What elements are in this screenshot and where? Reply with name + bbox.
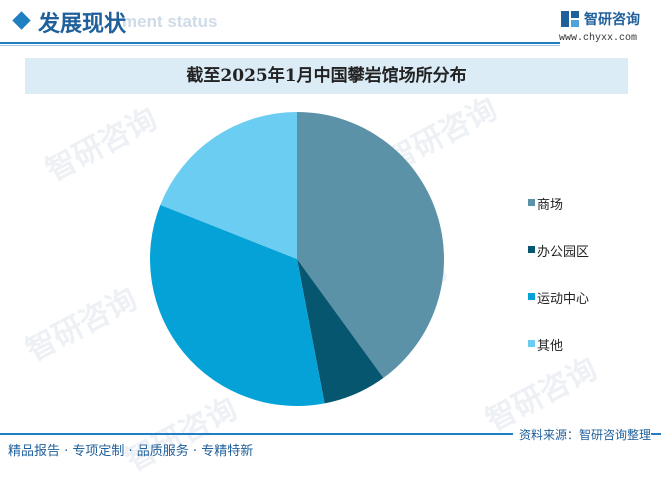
- legend-item: 办公园区: [528, 240, 628, 260]
- brand-url: www.chyxx.com: [559, 33, 638, 44]
- page-title: 发展现状: [38, 12, 127, 37]
- pie-slice: [297, 259, 384, 404]
- chart-title: 截至2025年1月中国攀岩馆场所分布: [186, 66, 467, 86]
- legend-label: 其他: [537, 339, 564, 354]
- footer-tagline: 精品报告 · 专项定制 · 品质服务 · 专精特新: [8, 444, 254, 459]
- legend-swatch: [528, 246, 535, 253]
- legend-label: 商场: [537, 198, 564, 213]
- legend-item: 商场: [528, 193, 628, 213]
- header-ghost-subtitle: ment status: [122, 12, 218, 31]
- legend-swatch: [528, 199, 535, 206]
- legend-label: 办公园区: [537, 245, 590, 260]
- legend-swatch: [528, 293, 535, 300]
- header-divider: [0, 42, 560, 44]
- pie-chart: [150, 111, 444, 407]
- brand-name: 智研咨询: [584, 12, 640, 28]
- source-note: 资料来源：智研咨询整理: [512, 426, 651, 443]
- legend-swatch: [528, 340, 535, 347]
- header: ment status 发展现状 智研咨询 www.chyxx.com: [0, 0, 661, 46]
- pie-slice: [160, 111, 297, 259]
- legend-item: 运动中心: [528, 287, 628, 307]
- pie-slice: [297, 112, 444, 378]
- brand-logo-icon: [561, 11, 579, 27]
- pie-slice: [150, 204, 325, 407]
- legend-item: 其他: [528, 334, 628, 354]
- legend-label: 运动中心: [537, 292, 590, 307]
- header-divider-thin: [0, 45, 560, 46]
- footer-divider: [0, 433, 661, 435]
- chart-title-banner: 截至2025年1月中国攀岩馆场所分布: [25, 58, 628, 94]
